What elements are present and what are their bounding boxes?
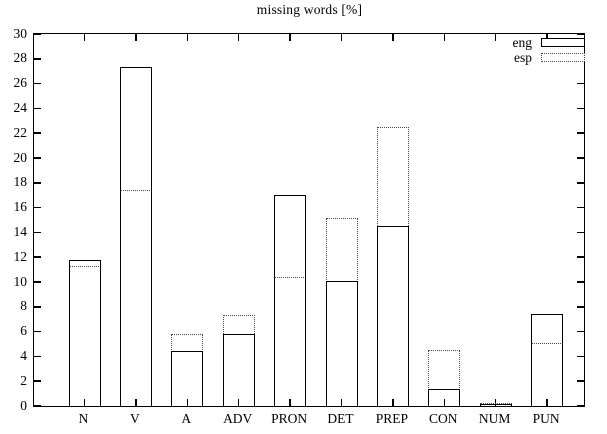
x-category-label: V [130, 411, 140, 426]
y-tick-left [34, 107, 41, 110]
y-tick-left [34, 132, 41, 134]
x-tick-top [392, 34, 394, 41]
y-tick-right [577, 355, 584, 358]
y-tick-right [577, 330, 584, 333]
legend-swatch-solid [541, 38, 585, 47]
bar-esp-CON [428, 350, 461, 406]
y-tick-right [577, 107, 584, 110]
x-category-label: PREP [375, 411, 409, 426]
y-tick-left [34, 82, 41, 85]
bar-eng-CON [428, 388, 461, 406]
y-tick-left [34, 157, 41, 159]
x-tick-top [494, 34, 497, 41]
x-tick-bottom [494, 399, 497, 406]
x-tick-top [237, 34, 240, 41]
y-tick-right [577, 231, 584, 234]
y-tick-label: 2 [20, 372, 27, 388]
legend-label-eng: eng [512, 34, 533, 50]
x-category-label: CON [429, 411, 458, 426]
legend-item-esp: esp [513, 49, 585, 65]
y-tick-right [577, 281, 584, 283]
y-tick-label: 4 [20, 347, 27, 363]
x-tick-top [443, 34, 446, 41]
x-category-label: A [181, 411, 192, 426]
y-tick-label: 8 [20, 298, 27, 314]
y-tick-right [577, 82, 584, 85]
bar-eng-A [171, 351, 204, 406]
x-category-label: PUN [532, 411, 560, 426]
x-tick-top [289, 34, 291, 41]
bar-eng-N [68, 259, 101, 406]
legend-item-eng: eng [512, 34, 585, 50]
y-tick-label: 6 [20, 323, 27, 339]
y-tick-label: 16 [13, 199, 28, 215]
y-tick-right [577, 256, 584, 258]
y-tick-label: 26 [13, 75, 28, 91]
legend: eng esp [512, 34, 585, 65]
y-tick-right [577, 380, 584, 382]
y-tick-left [34, 33, 41, 35]
y-tick-left [34, 380, 41, 382]
bar-eng-NUM [479, 403, 512, 406]
y-tick-right [577, 306, 584, 308]
bar-eng-ADV [222, 334, 255, 406]
x-category-label: NUM [478, 411, 511, 426]
x-tick-bottom [135, 399, 137, 406]
y-tick-label: 12 [13, 248, 28, 264]
y-tick-left [34, 231, 41, 234]
y-tick-left [34, 306, 41, 308]
y-tick-right [577, 157, 584, 159]
x-tick-bottom [340, 399, 343, 406]
y-tick-left [34, 330, 41, 333]
y-tick-label: 30 [13, 25, 28, 41]
y-tick-left [34, 355, 41, 358]
y-tick-label: 28 [13, 50, 28, 66]
y-tick-right [577, 405, 584, 407]
y-tick-label: 22 [13, 124, 28, 140]
x-tick-top [83, 34, 86, 41]
y-tick-right [577, 33, 584, 35]
x-category-label: DET [327, 411, 354, 426]
bar-eng-PREP [376, 226, 409, 406]
bar-eng-PUN [531, 314, 564, 406]
x-category-label: ADV [223, 411, 253, 426]
legend-label-esp: esp [514, 49, 532, 65]
x-tick-bottom [546, 399, 548, 406]
chart-title: missing words [%] [256, 2, 363, 17]
bar-eng-PRON [274, 195, 307, 406]
x-tick-bottom [443, 399, 446, 406]
x-tick-top [135, 34, 137, 41]
y-tick-right [577, 206, 584, 209]
bar-eng-V [119, 67, 152, 406]
x-tick-bottom [186, 399, 189, 406]
legend-swatch-dotted [541, 53, 585, 62]
y-tick-label: 24 [13, 99, 28, 115]
y-tick-right [577, 132, 584, 134]
x-category-label: PRON [271, 411, 308, 426]
y-tick-right [577, 182, 584, 184]
y-tick-left [34, 182, 41, 184]
y-tick-label: 14 [13, 223, 28, 239]
x-tick-top [340, 34, 343, 41]
x-tick-top [186, 34, 189, 41]
x-tick-bottom [83, 399, 86, 406]
x-tick-bottom [392, 399, 394, 406]
y-tick-left [34, 256, 41, 258]
y-tick-left [34, 206, 41, 209]
y-tick-label: 0 [20, 397, 27, 413]
y-tick-left [34, 405, 41, 407]
y-tick-left [34, 281, 41, 283]
y-tick-label: 18 [13, 174, 28, 190]
y-tick-label: 20 [13, 149, 28, 165]
y-tick-label: 10 [13, 273, 28, 289]
x-tick-bottom [237, 399, 240, 406]
x-tick-top [546, 34, 548, 41]
plot-area [33, 33, 585, 407]
x-tick-bottom [289, 399, 291, 406]
y-tick-left [34, 58, 41, 60]
bar-eng-DET [325, 280, 358, 406]
x-category-label: N [78, 411, 89, 426]
